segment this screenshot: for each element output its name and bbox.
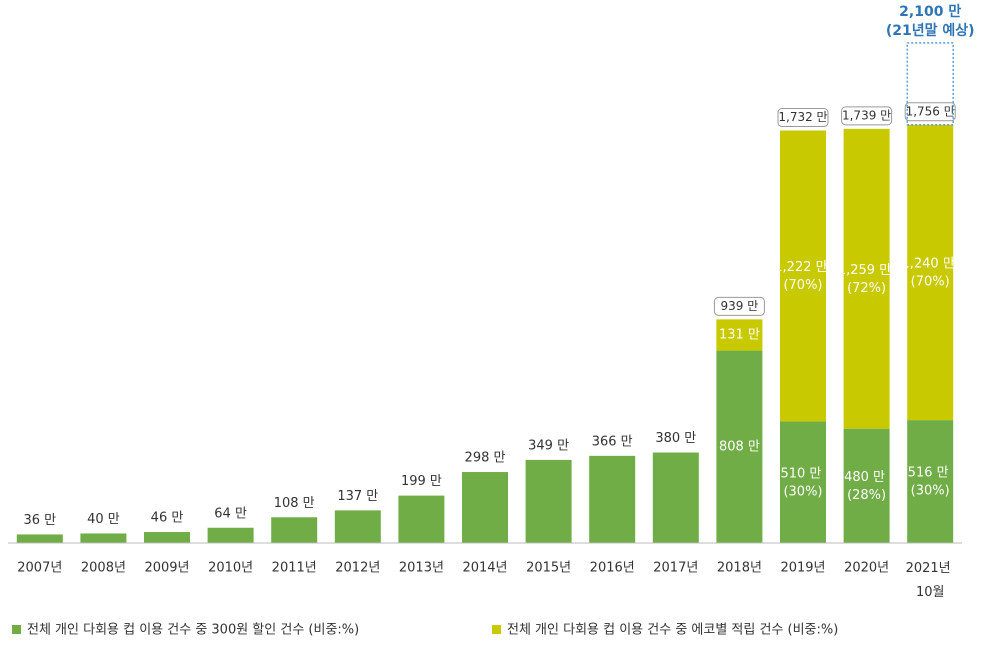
bar-segment: [589, 455, 636, 543]
x-tick-label: 2016년: [590, 561, 635, 576]
value-label: 808 만: [719, 439, 760, 454]
x-tick-label: 2021년 10월: [906, 561, 955, 600]
x-tick-label: 2007년: [17, 561, 62, 576]
x-tick-label: 2018년: [717, 561, 762, 576]
x-tick-label: 2014년: [462, 561, 507, 576]
value-label: 480 만 (28%): [844, 469, 889, 502]
value-label: 1,259 만 (72%): [838, 262, 895, 295]
x-tick-label: 2013년: [399, 561, 444, 576]
x-tick-label: 2009년: [144, 561, 189, 576]
legend-swatch: [12, 625, 21, 634]
value-label: 298 만: [465, 451, 506, 466]
total-label: 939 만: [721, 299, 759, 313]
x-tick-label: 2019년: [780, 561, 825, 576]
legend-label: 전체 개인 다회용 컵 이용 건수 중 에코별 적립 건수 (비중:%): [507, 623, 838, 638]
bar-segment: [271, 517, 318, 543]
bar-segment: [462, 472, 508, 543]
x-tick-label: 2011년: [272, 561, 317, 576]
total-box: [904, 102, 956, 122]
bar-segment: [80, 533, 127, 543]
total-box: [713, 296, 765, 316]
value-label: 349 만: [528, 438, 569, 453]
value-label: 131 만: [719, 327, 760, 342]
bar-segment: [652, 452, 699, 543]
bar-segment: [207, 527, 254, 543]
projection-note: (21년말 예상): [886, 23, 975, 39]
x-tick-label: 2012년: [335, 561, 380, 576]
x-tick-label: 2010년: [208, 561, 253, 576]
value-label: 46 만: [151, 511, 184, 526]
projection-label: 2,100 만: [899, 4, 961, 20]
value-label: 1,222 만 (70%): [774, 260, 831, 293]
value-label: 366 만: [592, 434, 633, 449]
bar-segment: [907, 124, 954, 421]
value-label: 36 만: [23, 513, 56, 528]
legend-swatch: [492, 625, 501, 634]
value-label: 510 만 (30%): [780, 466, 825, 499]
value-label: 64 만: [214, 506, 247, 521]
total-box: [841, 106, 893, 126]
total-label: 1,739 만: [842, 108, 891, 122]
total-label: 1,756 만: [906, 104, 955, 118]
bar-segment: [525, 459, 572, 543]
value-label: 137 만: [337, 489, 378, 504]
total-label: 1,732 만: [778, 110, 827, 124]
total-box: [777, 108, 829, 128]
bar-segment: [843, 428, 890, 543]
value-label: 516 만 (30%): [908, 465, 953, 498]
legend-label: 전체 개인 다회용 컵 이용 건수 중 300원 할인 건수 (비중:%): [27, 623, 359, 638]
x-tick-label: 2020년: [844, 561, 889, 576]
bar-segment: [780, 421, 826, 543]
value-label: 199 만: [401, 474, 442, 489]
x-tick-label: 2008년: [81, 561, 126, 576]
bar-segment: [16, 534, 63, 543]
x-tick-label: 2015년: [526, 561, 571, 576]
value-label: 1,240 만 (70%): [901, 256, 958, 289]
bar-segment: [843, 128, 890, 429]
bar-segment: [334, 510, 381, 543]
bar-segment: [907, 420, 954, 543]
bar-segment: [398, 495, 445, 543]
value-label: 108 만: [274, 496, 315, 511]
bar-segment: [780, 130, 826, 422]
x-tick-label: 2017년: [653, 561, 698, 576]
value-label: 380 만: [655, 431, 696, 446]
bar-segment: [716, 350, 763, 543]
bar-segment: [144, 532, 190, 543]
value-label: 40 만: [87, 512, 120, 527]
bar-segment: [716, 319, 763, 351]
